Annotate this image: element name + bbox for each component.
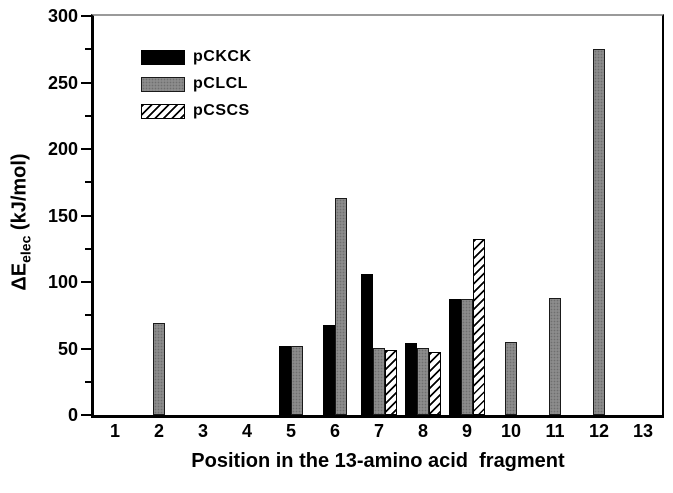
legend-swatch-pCKCK	[141, 49, 185, 65]
bar-pCSCS-pos9	[473, 239, 485, 415]
y-minor-tick-75	[85, 314, 91, 317]
bar-pCLCL-pos10	[505, 342, 517, 415]
legend-row-pCKCK: pCKCK	[141, 48, 252, 66]
y-minor-tick-225	[85, 114, 91, 117]
bar-pCKCK-pos9	[449, 299, 461, 415]
y-minor-tick-275	[85, 48, 91, 51]
bar-pCLCL-pos9	[461, 299, 473, 415]
y-major-tick-50	[81, 347, 91, 350]
y-major-tick-200	[81, 148, 91, 150]
x-tick-label-13: 13	[632, 421, 654, 441]
legend-label-pCSCS: pCSCS	[193, 102, 250, 119]
legend-row-pCLCL: pCLCL	[141, 75, 252, 93]
x-tick-label-2: 2	[153, 421, 164, 441]
y-major-tick-100	[81, 281, 91, 283]
x-tick-label-1: 1	[109, 421, 120, 441]
bar-pCLCL-pos12	[593, 49, 605, 415]
x-tick-label-7: 7	[373, 421, 384, 441]
legend-row-pCSCS: pCSCS	[141, 102, 252, 120]
legend-swatch-pCLCL	[141, 76, 185, 92]
plot-area: pCKCK pCLCL pCSCS 0 50 100 150 200 250 300 1 2 3 4 5 6…	[48, 6, 664, 441]
y-tick-label-0: 0	[67, 405, 78, 425]
legend-label-pCLCL: pCLCL	[193, 75, 248, 92]
y-tick-label-50: 50	[57, 338, 78, 359]
y-major-tick-250	[81, 81, 91, 84]
legend: pCKCK pCLCL pCSCS	[141, 48, 252, 120]
y-major-tick-0	[81, 414, 91, 416]
x-tick-label-8: 8	[417, 421, 428, 441]
y-major-tick-150	[81, 214, 91, 217]
x-tick-label-6: 6	[329, 421, 340, 441]
y-tick-label-250: 250	[47, 72, 78, 93]
y-tick-label-150: 150	[47, 205, 78, 226]
legend-label-pCKCK: pCKCK	[193, 48, 252, 65]
y-tick-label-300: 300	[47, 6, 78, 26]
x-tick-label-11: 11	[545, 421, 565, 441]
y-major-tick-300	[81, 15, 91, 17]
y-tick-label-200: 200	[47, 139, 78, 159]
bar-pCSCS-pos7	[385, 350, 397, 415]
bar-pCLCL-pos8	[417, 348, 429, 415]
x-tick-label-4: 4	[241, 421, 252, 441]
bar-pCLCL-pos7	[373, 348, 385, 415]
y-minor-tick-175	[85, 181, 91, 184]
y-tick-label-100: 100	[47, 272, 78, 292]
x-tick-label-5: 5	[285, 421, 296, 441]
legend-swatch-pCSCS	[141, 103, 185, 119]
bar-pCSCS-pos8	[429, 352, 441, 415]
x-tick-label-3: 3	[197, 421, 208, 441]
x-tick-label-10: 10	[500, 421, 522, 441]
x-tick-label-9: 9	[461, 421, 472, 441]
bar-pCLCL-pos11	[549, 298, 561, 415]
y-axis-title-subscript: elec	[17, 235, 34, 263]
y-minor-tick-125	[85, 247, 91, 250]
bar-pCKCK-pos7	[361, 274, 373, 415]
bar-pCKCK-pos6	[323, 325, 335, 415]
bar-pCKCK-pos8	[405, 343, 417, 415]
x-tick-label-12: 12	[588, 421, 610, 441]
bar-pCLCL-pos6	[335, 198, 347, 415]
bar-pCKCK-pos5	[279, 346, 291, 415]
bar-pCLCL-pos5	[291, 346, 303, 415]
bar-pCLCL-pos2	[153, 323, 165, 415]
x-axis-title: Position in the 13-amino acid fragment	[191, 450, 565, 472]
y-minor-tick-25	[85, 380, 91, 383]
